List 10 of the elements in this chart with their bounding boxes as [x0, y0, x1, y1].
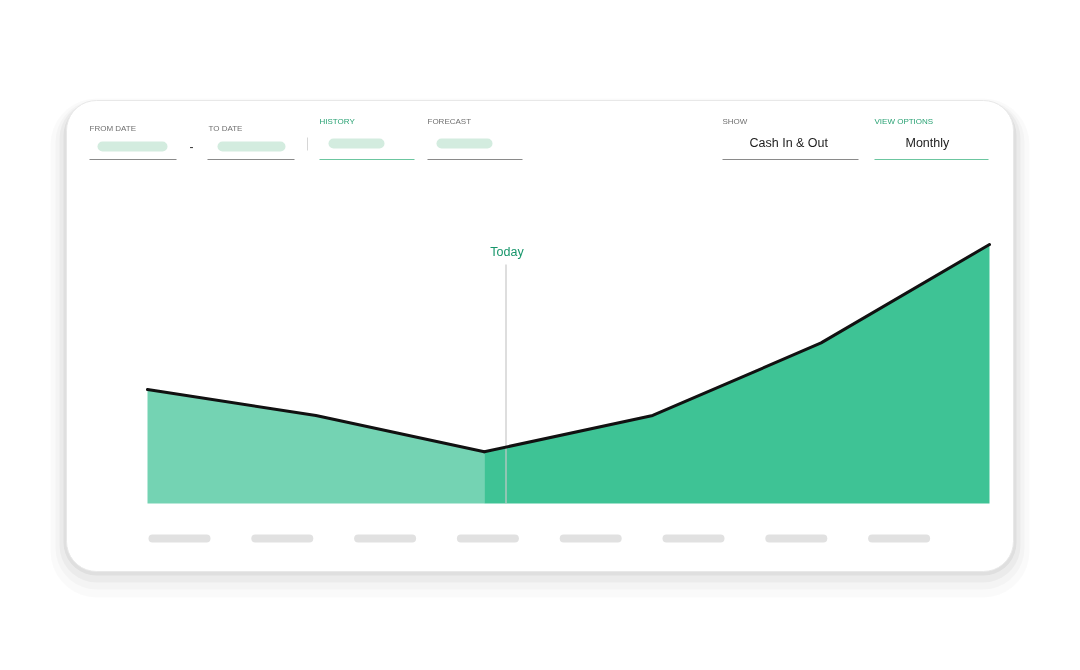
text: - — [189, 140, 194, 154]
text: Monthly — [905, 135, 951, 150]
text: VIEW OPTIONS — [874, 117, 934, 126]
text: FROM DATE — [89, 124, 137, 133]
text: TO DATE — [208, 124, 243, 133]
text: Cash In & Out — [749, 135, 829, 150]
annotation: Today — [490, 244, 525, 259]
text: SHOW — [722, 117, 748, 126]
text: FORECAST — [427, 117, 472, 126]
text: HISTORY — [319, 117, 356, 126]
